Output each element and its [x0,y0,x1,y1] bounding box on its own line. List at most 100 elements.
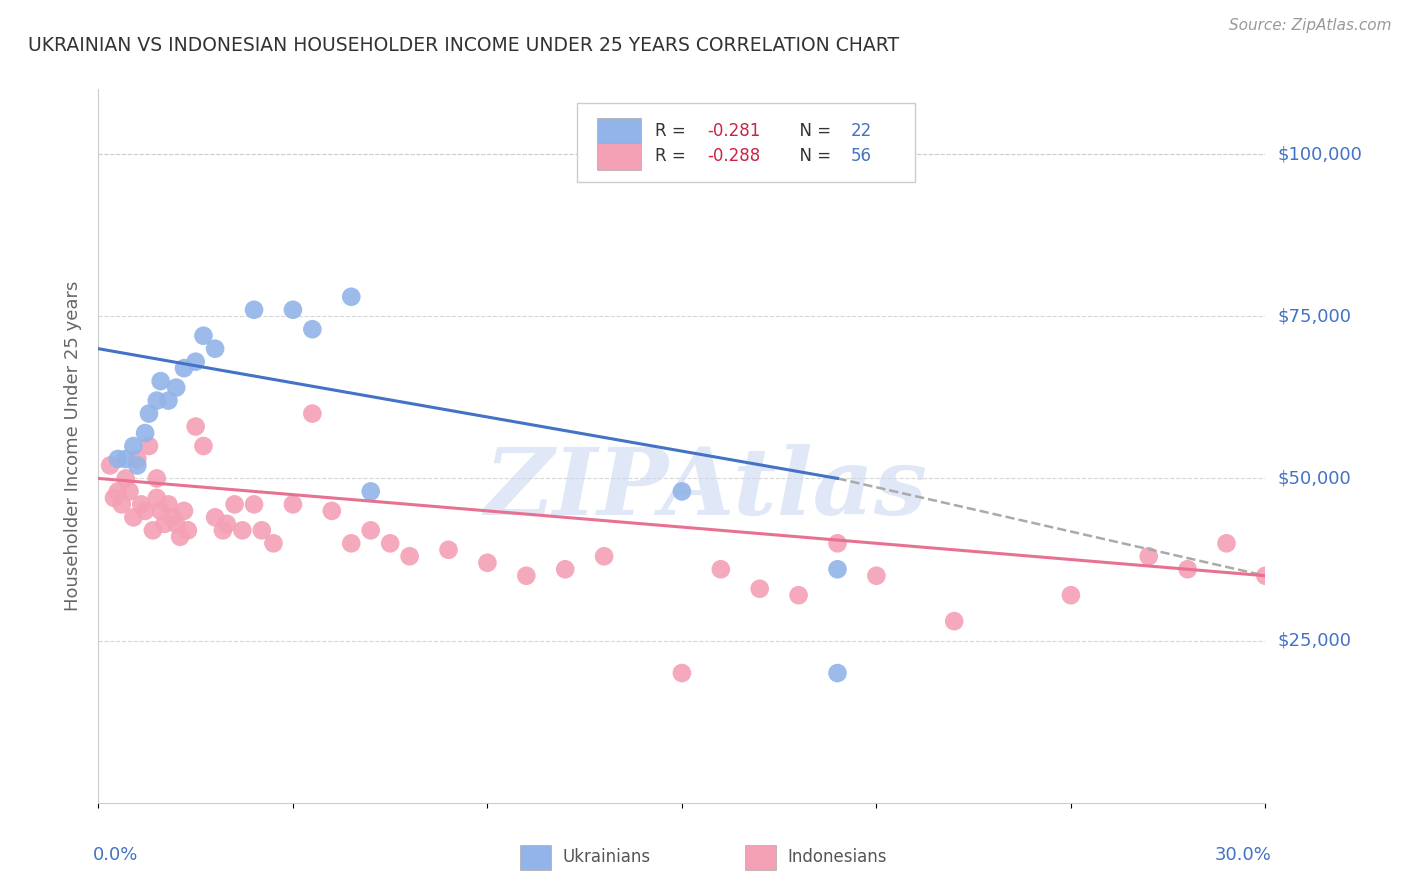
Point [138,439,160,453]
Text: R =: R = [655,122,692,140]
Point [243,497,266,511]
Point [149,504,172,518]
Text: -0.281: -0.281 [707,122,761,140]
Point [184,354,207,368]
Point [177,524,200,538]
Point [321,504,343,518]
Point [262,536,284,550]
Point [710,562,733,576]
Point [593,549,616,564]
Point [1137,549,1160,564]
Text: UKRAINIAN VS INDONESIAN HOUSEHOLDER INCOME UNDER 25 YEARS CORRELATION CHART: UKRAINIAN VS INDONESIAN HOUSEHOLDER INCO… [28,36,900,54]
Point [1254,568,1277,582]
Point [398,549,420,564]
Text: ZIPAtlas: ZIPAtlas [484,444,927,533]
Point [103,491,125,505]
Point [281,302,304,317]
Point [204,342,226,356]
Point [142,524,165,538]
Point [134,504,156,518]
Point [153,516,176,531]
Point [165,516,187,531]
Point [212,524,235,538]
Point [1060,588,1083,602]
Point [748,582,770,596]
Point [1215,536,1237,550]
Point [340,536,363,550]
Point [477,556,499,570]
Point [827,536,849,550]
Point [281,497,304,511]
Point [378,536,402,550]
Point [1177,562,1199,576]
Y-axis label: Householder Income Under 25 years: Householder Income Under 25 years [63,281,82,611]
Point [98,458,121,473]
Point [118,484,141,499]
FancyBboxPatch shape [596,143,641,169]
Point [787,588,810,602]
Point [340,290,363,304]
Point [146,393,169,408]
Point [114,452,136,467]
Point [122,510,145,524]
Point [107,452,129,467]
Point [129,497,152,511]
Point [204,510,226,524]
Text: R =: R = [655,147,692,165]
Point [146,491,169,505]
Point [865,568,887,582]
Point [301,407,323,421]
Point [301,322,323,336]
Text: 30.0%: 30.0% [1215,846,1271,863]
Point [827,666,849,681]
Point [515,568,537,582]
Text: N =: N = [789,122,837,140]
Text: $100,000: $100,000 [1277,145,1362,163]
Point [134,425,156,440]
Text: Source: ZipAtlas.com: Source: ZipAtlas.com [1229,18,1392,33]
FancyBboxPatch shape [596,118,641,145]
Point [671,484,693,499]
Point [162,510,184,524]
Point [224,497,246,511]
Point [671,666,693,681]
Point [360,524,382,538]
Point [184,419,207,434]
FancyBboxPatch shape [576,103,915,182]
Point [360,484,382,499]
Point [215,516,238,531]
Point [149,374,172,388]
Point [146,471,169,485]
Point [138,407,160,421]
Point [193,328,215,343]
Point [827,562,849,576]
Text: Ukrainians: Ukrainians [562,848,651,866]
Text: $25,000: $25,000 [1277,632,1351,649]
Point [111,497,134,511]
Text: $50,000: $50,000 [1277,469,1351,487]
Point [437,542,460,557]
Point [193,439,215,453]
Point [943,614,966,628]
Text: -0.288: -0.288 [707,147,761,165]
Point [554,562,576,576]
Point [122,439,145,453]
Text: N =: N = [789,147,837,165]
Text: 22: 22 [851,122,872,140]
Point [173,361,195,376]
Point [127,458,149,473]
Text: 56: 56 [851,147,872,165]
Point [157,497,180,511]
Point [107,484,129,499]
Point [250,524,273,538]
Point [231,524,253,538]
Text: Indonesians: Indonesians [787,848,887,866]
Point [173,504,195,518]
Point [243,302,266,317]
Point [169,530,191,544]
Point [165,381,187,395]
Point [157,393,180,408]
Point [114,471,136,485]
Text: 0.0%: 0.0% [93,846,138,863]
Point [127,452,149,467]
